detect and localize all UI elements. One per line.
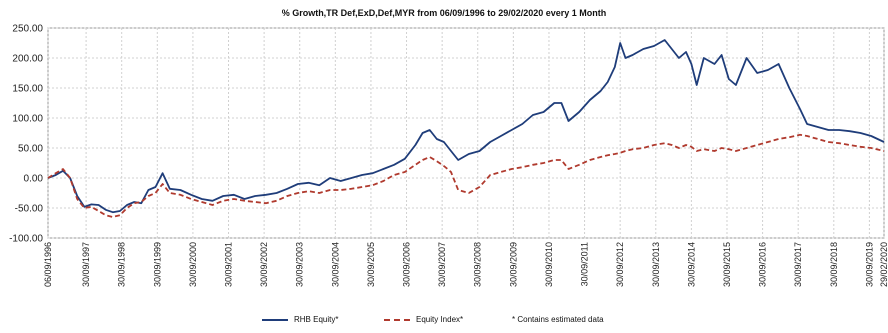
legend-swatch-rhb-equity	[262, 318, 288, 321]
legend: RHB Equity* Equity Index* * Contains est…	[0, 315, 888, 329]
x-tick-label: 30/09/2010	[544, 242, 554, 287]
legend-item-equity-index: Equity Index*	[384, 315, 463, 324]
x-tick-label: 30/09/2003	[295, 242, 305, 287]
y-tick-label: 250.00	[12, 24, 43, 35]
grid-lines	[47, 27, 885, 239]
x-tick-label: 30/09/2017	[793, 242, 803, 287]
x-tick-label: 30/09/1997	[81, 242, 91, 287]
legend-label-rhb-equity: RHB Equity*	[294, 315, 339, 324]
series-line-rhb-equity	[47, 39, 885, 214]
x-tick-label: 30/09/2001	[224, 242, 234, 287]
x-tick-label: 06/09/1996	[43, 242, 53, 287]
plot-area	[47, 27, 885, 239]
y-tick-label: -100.00	[9, 234, 43, 245]
chart-title: % Growth,TR Def,ExD,Def,MYR from 06/09/1…	[281, 8, 607, 18]
y-tick-label: 150.00	[12, 84, 43, 95]
estimated-data-note: * Contains estimated data	[512, 315, 604, 324]
legend-label-equity-index: Equity Index*	[416, 315, 464, 324]
x-tick-label: 29/02/2020	[879, 242, 888, 287]
x-tick-label: 30/09/2002	[259, 242, 269, 287]
y-tick-label: 100.00	[12, 114, 43, 125]
x-tick-label: 30/09/2018	[829, 242, 839, 287]
x-tick-label: 30/09/2011	[580, 242, 590, 286]
x-tick-label: 30/09/2012	[615, 242, 625, 287]
x-tick-label: 30/09/2004	[330, 242, 340, 287]
x-tick-label: 30/09/2009	[508, 242, 518, 287]
y-tick-label: 50.00	[18, 144, 43, 155]
x-tick-label: 30/09/2006	[402, 242, 412, 287]
x-tick-label: 30/09/2014	[686, 242, 696, 287]
x-tick-label: 30/09/1998	[117, 242, 127, 287]
series-lines	[47, 39, 885, 218]
legend-item-rhb-equity: RHB Equity*	[262, 315, 338, 324]
x-tick-label: 30/09/2016	[758, 242, 768, 287]
x-tick-label: 30/09/2000	[188, 242, 198, 287]
series-line-equity-index	[47, 133, 885, 218]
legend-swatch-equity-index	[384, 318, 410, 321]
y-tick-label: 0.00	[24, 174, 44, 185]
x-axis-ticks: 06/09/1996 30/09/1997 30/09/1998 30/09/1999…	[43, 242, 888, 287]
y-axis-ticks: -100.00 -50.00 0.00 50.00 100.00 150.00 200.00…	[9, 24, 43, 245]
x-tick-label: 30/09/2013	[651, 242, 661, 287]
x-tick-label: 30/09/2019	[864, 242, 874, 287]
y-tick-label: -50.00	[15, 204, 44, 215]
x-tick-label: 30/09/2008	[473, 242, 483, 287]
y-tick-label: 200.00	[12, 54, 43, 65]
legend-note: * Contains estimated data	[512, 315, 604, 324]
x-tick-label: 30/09/1999	[152, 242, 162, 287]
x-tick-label: 30/09/2005	[366, 242, 376, 287]
x-tick-label: 30/09/2015	[722, 242, 732, 287]
x-tick-label: 30/09/2007	[437, 242, 447, 287]
